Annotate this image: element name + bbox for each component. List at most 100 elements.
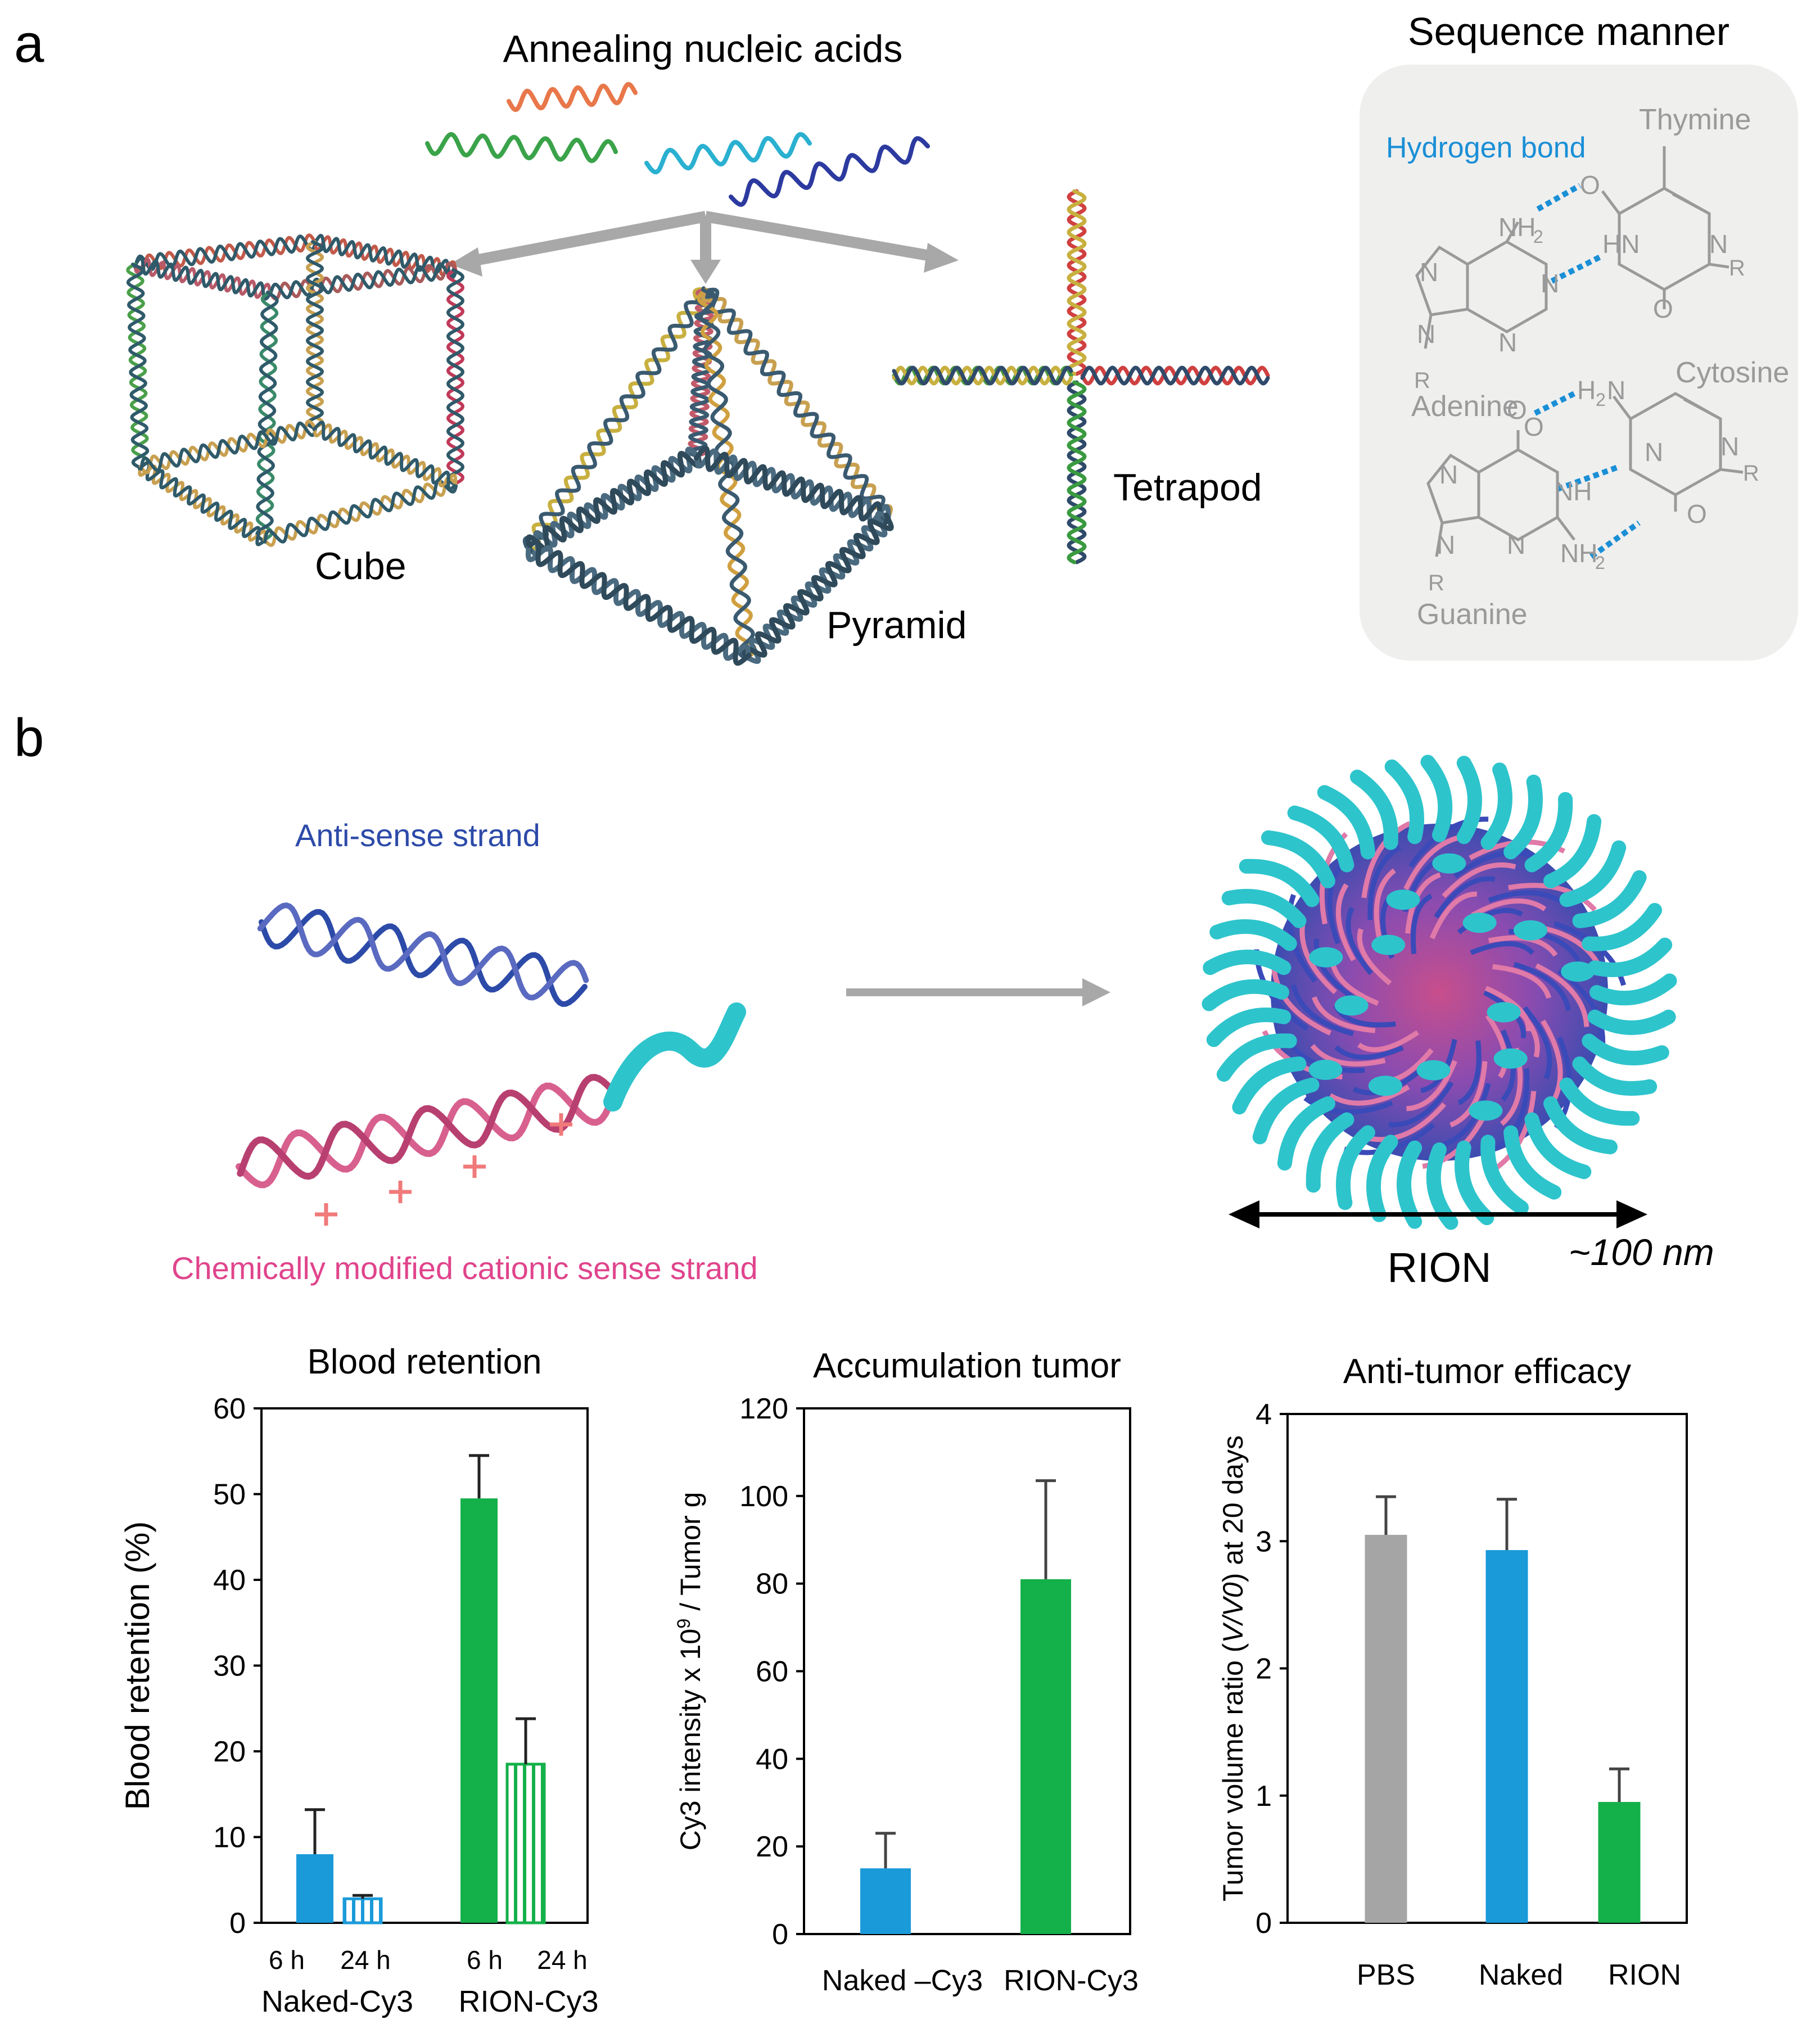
rion-strand: [1357, 1030, 1420, 1052]
group-label: Naked-Cy3: [261, 1985, 413, 2018]
svg-text:H: H: [1577, 376, 1596, 405]
peg-chain: [1239, 859, 1320, 907]
rion-strand: [1345, 906, 1373, 975]
y-tick-label: 10: [213, 1822, 246, 1854]
y-axis-label: Tumor volume ratio (V/V0) at 20 days: [1217, 1435, 1249, 1901]
peg-chain: [1469, 1100, 1503, 1121]
peg-chain: [1309, 947, 1343, 968]
peg-chain: [1317, 785, 1375, 860]
peg-chain: [1252, 1077, 1320, 1145]
rion-strand: [1410, 893, 1433, 955]
x-tick-label: Naked –Cy3: [822, 1964, 983, 1997]
cube-edge: [313, 233, 457, 278]
cube-edge: [446, 268, 465, 485]
peg-chain: [1203, 950, 1291, 975]
x-tick-label: 6 h: [467, 1945, 503, 1975]
bar: [1020, 1579, 1071, 1934]
group-label: RION-Cy3: [458, 1985, 598, 2018]
formation-arrow: [846, 978, 1110, 1006]
bar: [1365, 1534, 1407, 1923]
peg-chain: [1480, 1135, 1529, 1216]
peg-chain: [1386, 889, 1420, 910]
x-tick-label: 24 h: [340, 1945, 391, 1975]
bar: [1485, 1550, 1528, 1923]
peg-chain: [1202, 979, 1289, 1011]
x-tick-label: 24 h: [537, 1945, 588, 1975]
antisense-helix: [257, 902, 589, 1001]
tetrapod-label: Tetrapod: [1113, 466, 1262, 509]
peg-chain: [1334, 995, 1369, 1016]
svg-text:N: N: [1645, 437, 1663, 467]
peg-chain: [1287, 805, 1354, 873]
x-tick-label: 6 h: [269, 1945, 305, 1975]
guanine-label: Guanine: [1417, 598, 1528, 631]
bar: [296, 1854, 333, 1923]
plus-charge: [463, 1155, 486, 1178]
assembly-arrows: [450, 211, 959, 284]
peg-chain: [1543, 1096, 1618, 1155]
svg-text:N: N: [1720, 432, 1739, 461]
peg-chain: [1397, 1140, 1422, 1229]
rion-strand: [1434, 876, 1496, 919]
plus-charge: [315, 1203, 337, 1226]
svg-text:N: N: [1507, 530, 1525, 559]
y-tick-label: 120: [739, 1393, 788, 1425]
bar: [1598, 1802, 1641, 1923]
svg-text:N: N: [1498, 328, 1517, 357]
rion-strand: [1374, 868, 1397, 941]
rion-strand: [1429, 891, 1477, 939]
sense-helix: [236, 1082, 616, 1189]
rion-strand: [1290, 984, 1354, 1037]
cytosine-label: Cytosine: [1676, 356, 1789, 389]
cube-edge: [263, 479, 458, 544]
rion-strand: [1535, 963, 1589, 1027]
plus-charge: [550, 1113, 572, 1136]
peg-chain: [1432, 853, 1466, 874]
svg-text:O: O: [1524, 412, 1544, 441]
pyramid-edge: [702, 287, 889, 521]
svg-text:N: N: [1437, 530, 1455, 559]
bar: [860, 1868, 911, 1934]
bar: [505, 1763, 546, 1924]
plot-frame: [803, 1407, 1131, 1935]
rion-strand: [1406, 1060, 1457, 1112]
svg-text:NH: NH: [1498, 213, 1536, 242]
peg-chain: [1524, 1112, 1592, 1180]
peg-chain: [1420, 755, 1453, 842]
y-tick-label: 0: [772, 1918, 788, 1951]
rion-strand: [1470, 941, 1535, 955]
rion-strand: [1449, 1061, 1488, 1128]
tetrapod-arm: [892, 365, 1073, 386]
rion-strand: [1492, 964, 1552, 999]
bar: [460, 1498, 498, 1923]
peg-chain: [1306, 1112, 1354, 1193]
atom-labels: O HN N R O NH 2 N N N N R H 2 N O N N R …: [1414, 170, 1759, 595]
y-axis-label: Cy3 intensity x 109 / Tumor g: [674, 1492, 706, 1851]
adenine-label: Adenine: [1411, 390, 1519, 423]
peg-chain: [1572, 870, 1647, 928]
peg-chain: [1543, 814, 1602, 888]
svg-text:R: R: [1743, 461, 1759, 486]
svg-text:O: O: [1580, 170, 1600, 200]
rion-strand: [1501, 1029, 1516, 1102]
x-tick-label: RION: [1608, 1959, 1681, 1991]
rion-strand: [1329, 1085, 1410, 1106]
cube-structure: [126, 233, 465, 547]
peg-chain: [1371, 934, 1406, 955]
free-strands: [425, 82, 930, 207]
cube-edge: [312, 421, 457, 491]
rion-strand: [1335, 883, 1356, 961]
rion-strand: [1327, 858, 1347, 945]
y-tick-label: 20: [756, 1831, 788, 1863]
panel-b-label: b: [14, 708, 44, 768]
chart-accumulation-tumor: Accumulation tumor 0 20 40 60 80 100 120 Cy3 int…: [674, 1347, 1139, 1997]
rion-strand: [1471, 898, 1547, 918]
panel-b: b Anti-sense strand Chemically modified …: [14, 708, 1714, 1291]
svg-text:N: N: [1541, 269, 1559, 298]
y-tick-label: 0: [229, 1907, 246, 1940]
y-tick-label: 4: [1256, 1398, 1272, 1431]
cube-edge: [268, 263, 458, 300]
peg-chain: [1503, 774, 1543, 860]
svg-text:N: N: [1709, 229, 1728, 259]
svg-text:N: N: [1607, 376, 1625, 405]
